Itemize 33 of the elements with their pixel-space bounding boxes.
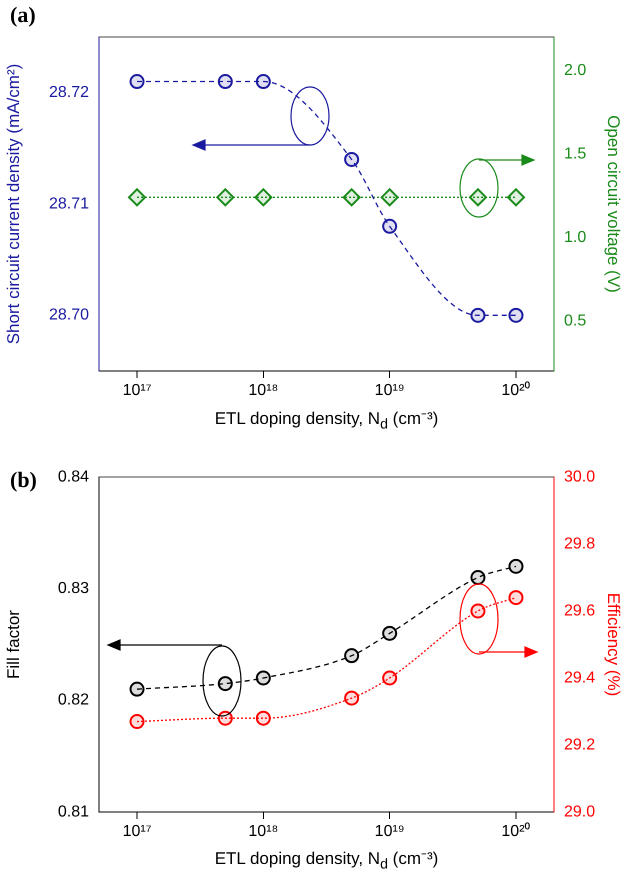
y2-tick-label: 29.4 (564, 669, 596, 686)
chart-title: (a) (10, 2, 36, 28)
y2-tick-label: 29.6 (564, 602, 596, 620)
y2-tick-label: 1.0 (564, 228, 586, 246)
y2-axis-title: Efficiency (%) (604, 592, 624, 696)
x-tick-label: 10¹⁸ (248, 382, 278, 400)
y2-tick-label: 29.8 (564, 535, 596, 552)
y2-tick-label: 30.0 (564, 468, 596, 486)
y2-tick-label: 29.2 (564, 736, 596, 754)
x-tick-label: 10¹⁹ (374, 823, 405, 840)
x-tick-label: 10¹⁷ (122, 382, 152, 400)
y-tick-label: 28.71 (48, 195, 90, 212)
x-tick-label: 10¹⁷ (122, 823, 152, 840)
y-tick-label: 28.72 (48, 84, 90, 102)
x-axis-title: ETL doping density, N$_{d}$ (cm⁻³) (214, 408, 440, 432)
y-tick-label: 0.84 (58, 468, 90, 486)
y-axis-title: Short circuit current density (mA/cm²) (4, 64, 23, 344)
y2-tick-label: 0.5 (564, 312, 586, 330)
x-axis-title: ETL doping density, N$_{d}$ (cm⁻³) (214, 848, 440, 872)
y-tick-label: 0.82 (58, 692, 90, 709)
y2-tick-label: 2.0 (564, 62, 586, 79)
x-tick-label: 10²⁰ (501, 822, 531, 840)
y-tick-label: 28.70 (48, 306, 90, 324)
x-tick-label: 10¹⁸ (248, 823, 278, 840)
y2-tick-label: 1.5 (564, 145, 586, 162)
x-tick-label: 10¹⁹ (374, 382, 405, 400)
y-tick-label: 0.83 (58, 580, 90, 598)
y2-tick-label: 29.0 (564, 803, 596, 820)
y-axis-title: Fill factor (4, 610, 23, 679)
x-tick-label: 10²⁰ (501, 381, 531, 400)
y-tick-label: 0.81 (58, 803, 90, 820)
chart-title: (b) (10, 467, 37, 493)
y2-axis-title: Open circuit voltage (V) (604, 115, 624, 293)
